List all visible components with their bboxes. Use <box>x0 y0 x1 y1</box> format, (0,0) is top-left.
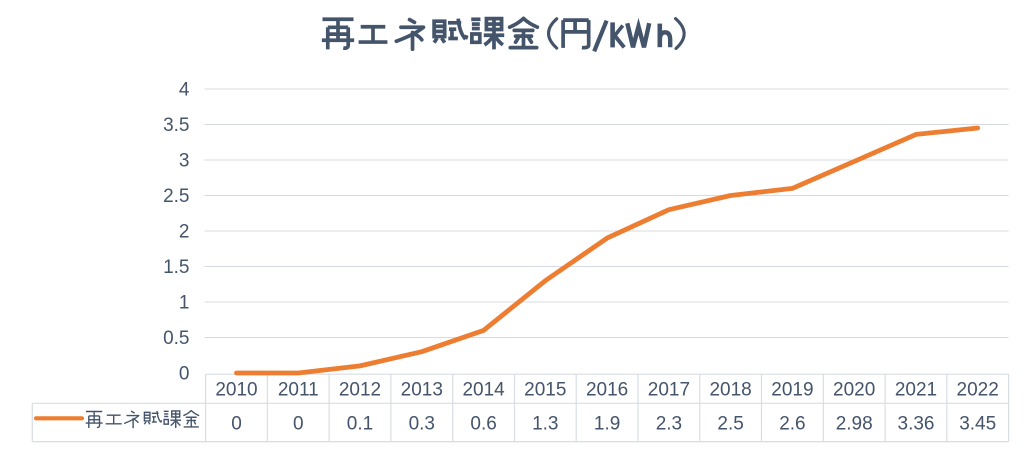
svg-text:0: 0 <box>231 414 242 435</box>
svg-text:1.3: 1.3 <box>532 414 558 435</box>
svg-text:3: 3 <box>179 151 190 172</box>
svg-text:0.6: 0.6 <box>470 414 496 435</box>
svg-text:2.98: 2.98 <box>836 414 873 435</box>
svg-text:0.5: 0.5 <box>163 328 189 349</box>
svg-text:0: 0 <box>179 364 190 385</box>
svg-text:0.1: 0.1 <box>347 414 373 435</box>
svg-text:2016: 2016 <box>586 380 628 401</box>
svg-text:3.5: 3.5 <box>163 115 189 136</box>
svg-text:0: 0 <box>293 414 304 435</box>
svg-text:2015: 2015 <box>524 380 566 401</box>
svg-text:2012: 2012 <box>339 380 381 401</box>
svg-text:2010: 2010 <box>215 380 257 401</box>
svg-text:2011: 2011 <box>278 380 319 401</box>
svg-text:2020: 2020 <box>833 380 875 401</box>
svg-text:2017: 2017 <box>648 380 690 401</box>
svg-text:2018: 2018 <box>709 380 751 401</box>
svg-text:2.5: 2.5 <box>163 186 189 207</box>
svg-text:2.5: 2.5 <box>717 414 743 435</box>
svg-text:2014: 2014 <box>462 380 505 401</box>
svg-text:2019: 2019 <box>771 380 813 401</box>
svg-text:0.3: 0.3 <box>409 414 435 435</box>
svg-text:1.5: 1.5 <box>163 257 189 278</box>
svg-text:2.3: 2.3 <box>656 414 682 435</box>
svg-text:2021: 2021 <box>895 380 937 401</box>
svg-text:1.9: 1.9 <box>594 414 620 435</box>
svg-text:2013: 2013 <box>401 380 443 401</box>
svg-text:4: 4 <box>179 80 190 101</box>
svg-text:1: 1 <box>179 293 190 314</box>
svg-text:3.36: 3.36 <box>898 414 935 435</box>
svg-text:2: 2 <box>179 222 190 243</box>
svg-text:2022: 2022 <box>957 380 999 401</box>
svg-text:2.6: 2.6 <box>779 414 805 435</box>
svg-text:3.45: 3.45 <box>959 414 996 435</box>
